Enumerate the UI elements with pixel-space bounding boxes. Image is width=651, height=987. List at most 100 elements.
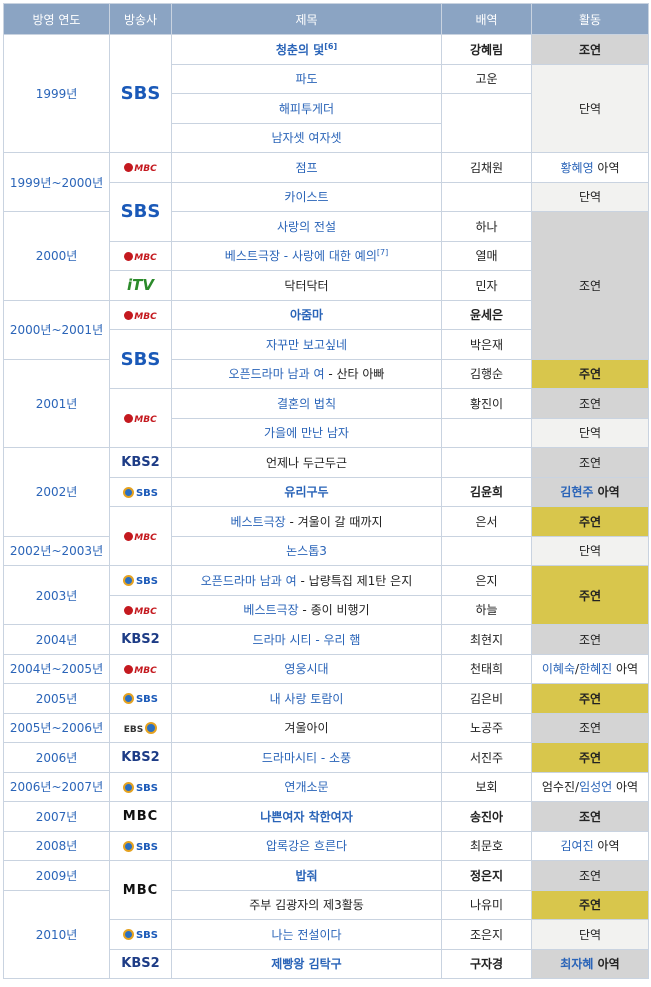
broadcaster-cell[interactable]: SBS	[109, 771, 172, 802]
title-cell[interactable]: 카이스트	[171, 181, 442, 212]
sbs-logo[interactable]: SBS	[122, 693, 158, 705]
sbs-logo[interactable]: SBS	[122, 575, 158, 587]
broadcaster-cell[interactable]: MBC	[109, 653, 172, 684]
activity-cell: 조연	[531, 624, 649, 655]
broadcaster-cell[interactable]: SBS	[109, 919, 172, 950]
title-cell[interactable]: 연개소문	[171, 771, 442, 802]
mbc-logo[interactable]: MBC	[124, 163, 157, 174]
title-cell[interactable]: 베스트극장 - 종이 비행기	[171, 594, 442, 625]
activity-cell: 김현주 아역	[531, 476, 649, 507]
role-cell: 보회	[441, 771, 532, 802]
title-cell[interactable]: 점프	[171, 152, 442, 183]
title-cell[interactable]: 베스트극장 - 겨울이 갈 때까지	[171, 506, 442, 537]
mbc-logo[interactable]: MBC	[124, 664, 157, 676]
broadcaster-cell[interactable]: EBS	[109, 712, 172, 743]
title-cell[interactable]: 유리구두	[171, 476, 442, 507]
broadcaster-cell[interactable]: SBS	[109, 34, 172, 153]
activity-link[interactable]: 최자혜	[560, 957, 594, 972]
mbc-logo[interactable]: MBC	[124, 532, 157, 543]
title-cell[interactable]: 오픈드라마 남과 여 - 납량특집 제1탄 은지	[171, 565, 442, 596]
sbs-logo[interactable]: SBS	[122, 781, 158, 794]
broadcaster-cell[interactable]: MBC	[109, 299, 172, 330]
title-cell[interactable]: 드라마시티 - 소풍	[171, 742, 442, 773]
broadcaster-cell[interactable]: KBS2	[109, 447, 172, 478]
title-cell[interactable]: 결혼의 법칙	[171, 388, 442, 419]
title-cell[interactable]: 청춘의 덫[6]	[171, 34, 442, 65]
activity-link[interactable]: 이혜숙	[541, 662, 576, 677]
title-cell[interactable]: 아줌마	[171, 299, 442, 330]
role-cell: 서진주	[441, 742, 532, 773]
title-cell[interactable]: 나쁜여자 착한여자	[171, 801, 442, 832]
activity-cell: 조연	[531, 34, 649, 65]
title-cell[interactable]: 파도	[171, 63, 442, 94]
broadcaster-cell[interactable]: KBS2	[109, 624, 172, 655]
kbs2-logo[interactable]: KBS2	[121, 749, 160, 765]
broadcaster-cell[interactable]: MBC	[109, 594, 172, 625]
title-cell[interactable]: 압록강은 흐른다	[171, 830, 442, 861]
mbc-logo[interactable]: MBC	[124, 605, 157, 617]
broadcaster-cell[interactable]: SBS	[109, 683, 172, 714]
title-link[interactable]: 베스트극장	[230, 514, 286, 529]
activity-link[interactable]: 김현주	[560, 485, 594, 500]
kbs2-logo[interactable]: KBS2	[121, 956, 160, 972]
activity-link[interactable]: 한혜진	[579, 662, 613, 677]
mbc-logo[interactable]: MBC	[122, 808, 159, 824]
broadcaster-cell[interactable]: KBS2	[109, 742, 172, 773]
itv-logo[interactable]: iTV	[127, 276, 154, 295]
title-cell[interactable]: 베스트극장 - 사랑에 대한 예의[7]	[171, 240, 442, 271]
role-cell: 정은지	[441, 860, 532, 891]
broadcaster-cell[interactable]: SBS	[109, 830, 172, 861]
sbs-logo[interactable]: SBS	[120, 348, 161, 370]
title-cell[interactable]: 사랑의 전설	[171, 211, 442, 242]
sbs-logo[interactable]: SBS	[122, 486, 158, 499]
broadcaster-cell[interactable]: SBS	[109, 476, 172, 507]
title-link[interactable]: 오픈드라마 남과 여	[228, 367, 325, 382]
title-cell[interactable]: 오픈드라마 남과 여 - 산타 아빠	[171, 358, 442, 389]
title-cell[interactable]: 영웅시대	[171, 653, 442, 684]
kbs2-logo[interactable]: KBS2	[121, 631, 160, 647]
broadcaster-cell[interactable]: iTV	[109, 270, 172, 301]
footnote-link[interactable]: [7]	[376, 248, 389, 258]
broadcaster-cell[interactable]: MBC	[109, 240, 172, 271]
title-cell[interactable]: 남자셋 여자셋	[171, 122, 442, 153]
broadcaster-cell[interactable]: SBS	[109, 565, 172, 596]
broadcaster-cell[interactable]: MBC	[109, 388, 172, 448]
title-cell[interactable]: 논스톱3	[171, 535, 442, 566]
broadcaster-cell[interactable]: SBS	[109, 181, 172, 242]
sbs-logo[interactable]: SBS	[120, 83, 161, 104]
title-link[interactable]: 청춘의 덫	[275, 42, 325, 57]
title-cell[interactable]: 자꾸만 보고싶네	[171, 329, 442, 360]
broadcaster-cell[interactable]: MBC	[109, 152, 172, 183]
title-cell[interactable]: 나는 전설이다	[171, 919, 442, 950]
title-cell[interactable]: 드라마 시티 - 우리 햄	[171, 624, 442, 655]
mbc-logo[interactable]: MBC	[122, 882, 159, 898]
title-link[interactable]: 오픈드라마 남과 여	[200, 573, 297, 588]
title-link[interactable]: 베스트극장	[224, 249, 280, 264]
mbc-eye-icon	[124, 664, 134, 674]
mbc-logo[interactable]: MBC	[124, 310, 157, 322]
role-cell	[441, 417, 532, 448]
sbs-logo[interactable]: SBS	[122, 929, 158, 941]
title-cell[interactable]: 내 사랑 토람이	[171, 683, 442, 714]
activity-link[interactable]: 임성언	[579, 780, 613, 795]
broadcaster-cell[interactable]: MBC	[109, 801, 172, 832]
title-cell[interactable]: 밥줘	[171, 860, 442, 891]
title-link[interactable]: 베스트극장	[243, 603, 299, 618]
broadcaster-cell[interactable]: MBC	[109, 506, 172, 566]
activity-link[interactable]: 황혜영	[560, 160, 594, 175]
activity-link[interactable]: 김여진	[560, 839, 594, 854]
sbs-logo[interactable]: SBS	[122, 840, 158, 853]
title-cell[interactable]: 제빵왕 김탁구	[171, 948, 442, 979]
broadcaster-cell[interactable]: SBS	[109, 329, 172, 389]
sbs-logo[interactable]: SBS	[120, 201, 161, 222]
mbc-logo[interactable]: MBC	[124, 414, 157, 425]
mbc-logo[interactable]: MBC	[124, 251, 157, 263]
ebs-logo[interactable]: EBS	[124, 721, 158, 735]
broadcaster-cell[interactable]: MBC	[109, 860, 172, 920]
title-cell[interactable]: 해피투게더	[171, 93, 442, 124]
broadcaster-cell[interactable]: KBS2	[109, 948, 172, 979]
footnote-link[interactable]: [6]	[324, 41, 338, 51]
activity-cell: 최자혜 아역	[531, 948, 649, 979]
title-cell[interactable]: 가을에 만난 남자	[171, 417, 442, 448]
kbs2-logo[interactable]: KBS2	[121, 454, 160, 470]
